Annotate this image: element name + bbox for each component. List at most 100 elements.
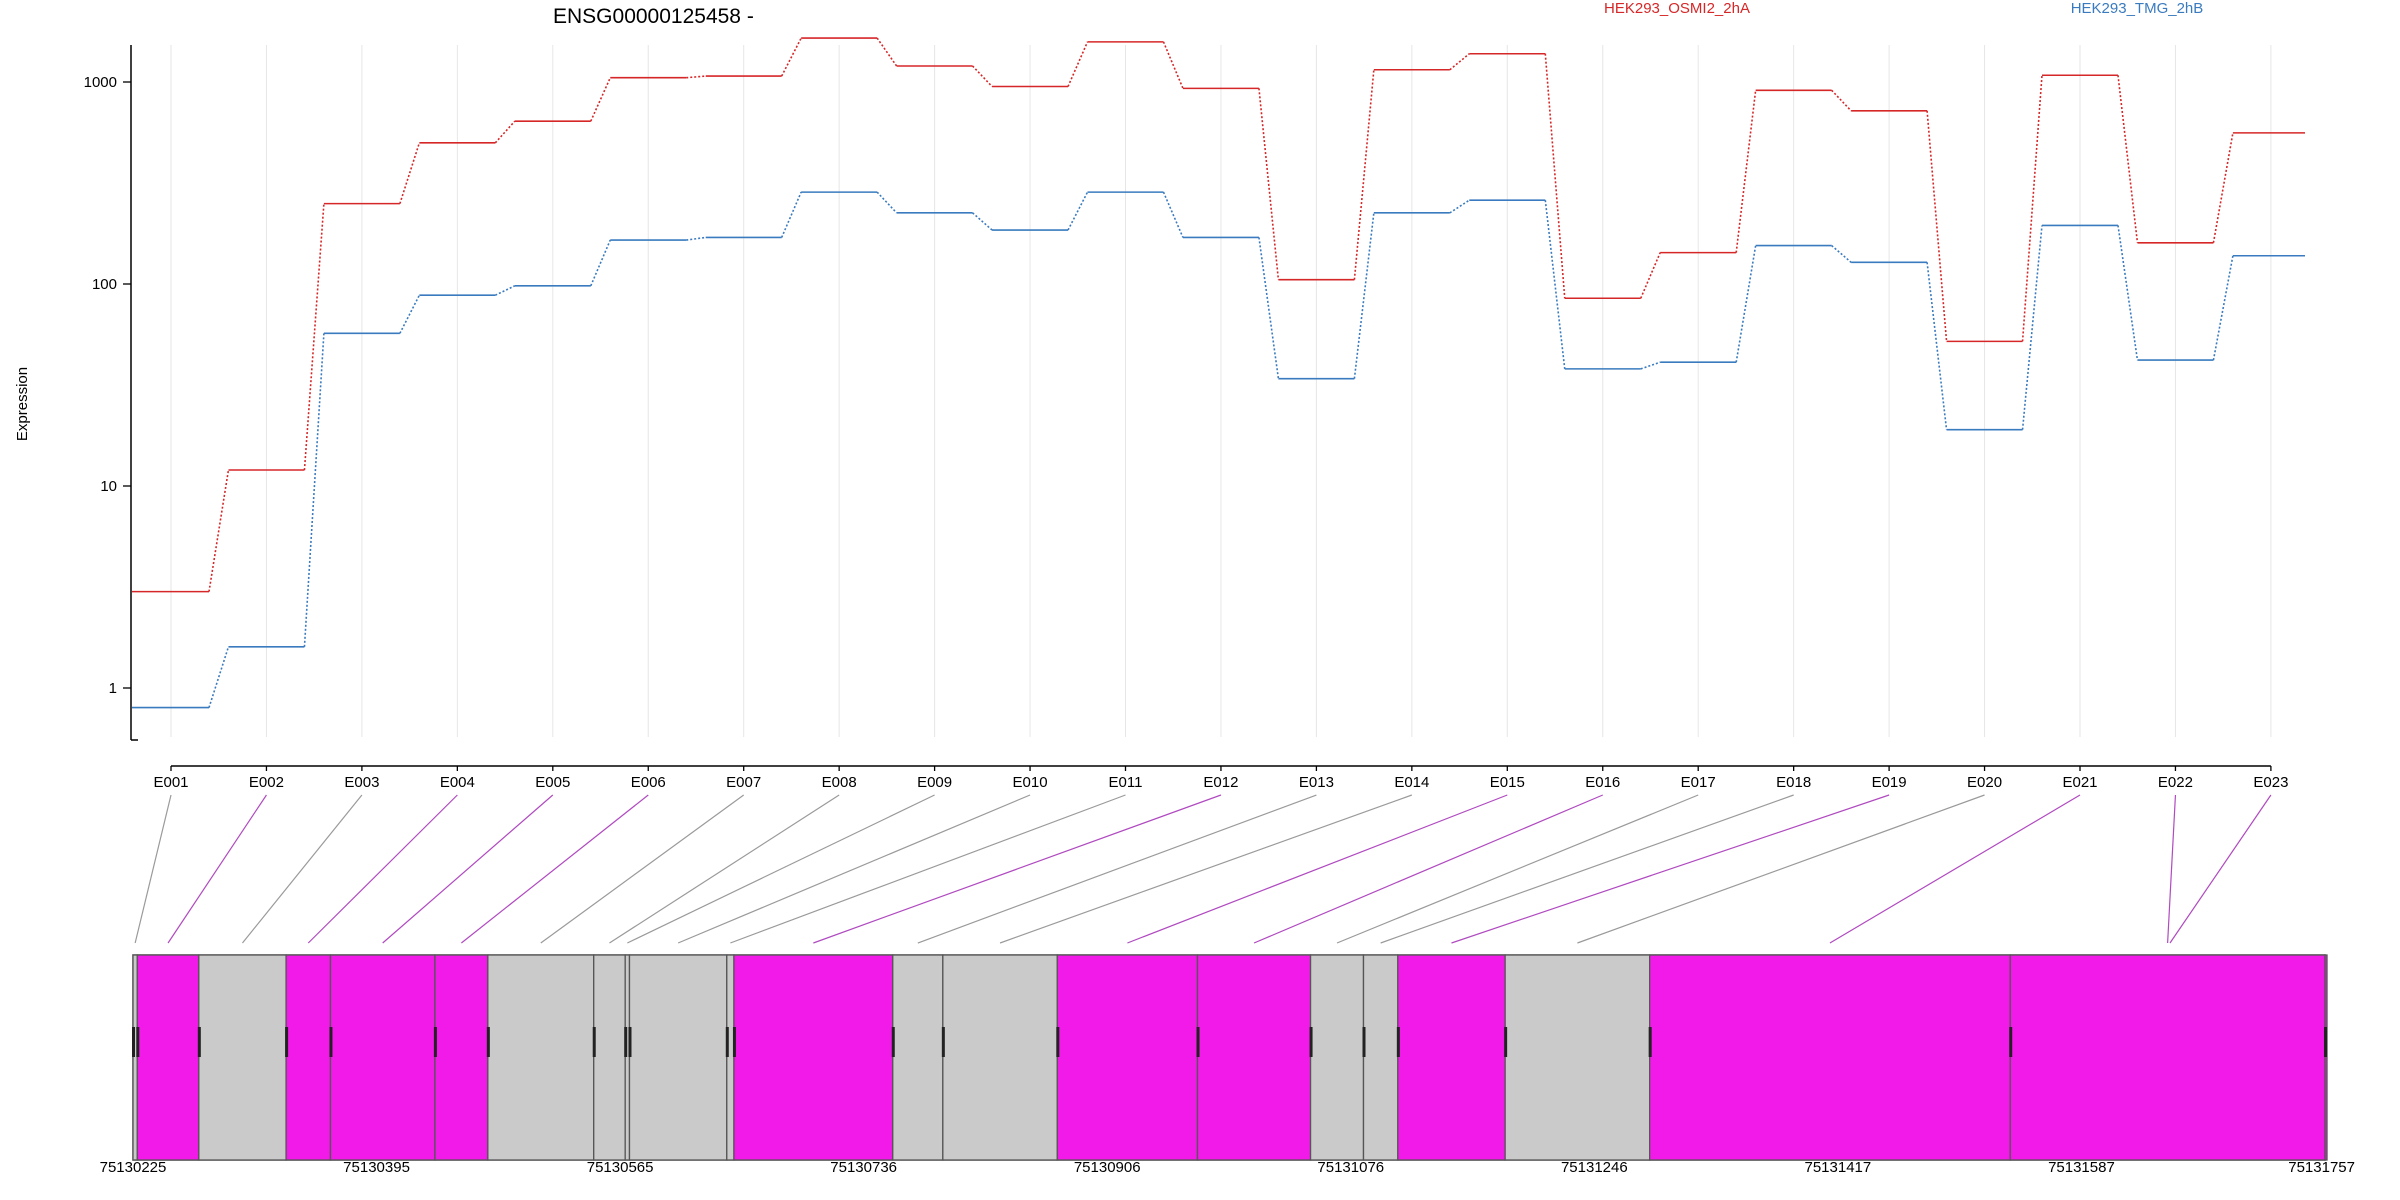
x-axis-ticks: E001 E002 E003 E004 E005 E006 E007 E008 E009 E010… xyxy=(153,766,2288,791)
series-transition xyxy=(876,191,898,214)
exon-connector xyxy=(167,794,267,944)
exon-connector xyxy=(307,794,458,944)
exon-block xyxy=(136,954,200,1161)
coordinate-label: 75131587 xyxy=(2048,1159,2115,1176)
exon-boundary-marker xyxy=(732,1027,736,1057)
exon-boundary-marker xyxy=(1196,1027,1200,1057)
exon-block xyxy=(1504,954,1651,1161)
exon-block xyxy=(1397,954,1506,1161)
series-transition xyxy=(1162,191,1184,238)
exon-boundary-marker xyxy=(197,1027,201,1057)
x-tick-label: E016 xyxy=(1585,774,1620,791)
series-2 xyxy=(132,191,2305,709)
series-1 xyxy=(132,37,2305,593)
exon-block xyxy=(593,954,626,1161)
exon-block xyxy=(726,954,735,1161)
series-transition xyxy=(686,236,706,241)
series-transition xyxy=(1449,199,1470,214)
exon-connector xyxy=(460,794,649,944)
exon-boundary-marker xyxy=(725,1027,729,1057)
series-transition xyxy=(1735,245,1757,363)
exon-block xyxy=(198,954,287,1161)
coordinate-label: 75131757 xyxy=(2288,1159,2355,1176)
y-tick-label: 1000 xyxy=(84,74,117,91)
coordinate-label: 75130736 xyxy=(830,1159,897,1176)
series-transition xyxy=(1831,89,1852,112)
exon-boundary-marker xyxy=(1504,1027,1508,1057)
series-transition xyxy=(2021,75,2043,342)
y-axis-ticks: 1 10 100 1000 xyxy=(84,74,131,697)
x-tick-label: E009 xyxy=(917,774,952,791)
series-transition xyxy=(1353,69,1375,280)
exon-boundary-marker xyxy=(433,1027,437,1057)
series-transition xyxy=(399,294,421,334)
exon-connector xyxy=(2167,794,2177,944)
series-transition xyxy=(2021,225,2043,430)
y-tick-label: 1 xyxy=(109,680,117,697)
y-axis-label: Expression xyxy=(14,367,31,441)
exon-boundary-marker xyxy=(1648,1027,1652,1057)
series-transition xyxy=(399,142,421,204)
series-transition xyxy=(2212,255,2234,361)
series-transition xyxy=(1162,41,1184,89)
series-transition xyxy=(1926,110,1948,342)
exon-connector xyxy=(1380,794,1794,944)
exon-connector xyxy=(382,794,554,944)
exon-boundary-marker xyxy=(132,1027,135,1057)
series-transition xyxy=(1258,88,1280,280)
series-transition xyxy=(686,75,706,79)
x-tick-label: E006 xyxy=(631,774,666,791)
exon-block xyxy=(1056,954,1199,1161)
series-transition xyxy=(1831,244,1852,263)
exon-block xyxy=(733,954,894,1161)
series-transition xyxy=(876,37,898,67)
exon-boundary-marker xyxy=(941,1027,945,1057)
x-tick-label: E022 xyxy=(2158,774,2193,791)
coordinate-label: 75130565 xyxy=(587,1159,654,1176)
series-transition xyxy=(494,120,516,144)
series-transition xyxy=(590,77,611,122)
exon-connector xyxy=(813,794,1222,944)
x-tick-label: E015 xyxy=(1490,774,1525,791)
series-transition xyxy=(2117,75,2139,243)
exon-block xyxy=(628,954,728,1161)
coordinate-label: 75131246 xyxy=(1561,1159,1628,1176)
series-transition xyxy=(208,646,230,708)
exon-block xyxy=(329,954,436,1161)
x-tick-label: E021 xyxy=(2062,774,2097,791)
x-tick-label: E007 xyxy=(726,774,761,791)
exon-connector xyxy=(2169,794,2272,944)
exon-connector xyxy=(627,794,935,944)
x-tick-label: E014 xyxy=(1394,774,1429,791)
axes xyxy=(130,45,2271,767)
series-lines xyxy=(132,37,2305,709)
exon-block xyxy=(892,954,944,1161)
x-tick-label: E004 xyxy=(440,774,475,791)
exon-boundary-marker xyxy=(486,1027,490,1057)
x-tick-label: E008 xyxy=(822,774,857,791)
series-transition xyxy=(1449,53,1470,71)
exon-block xyxy=(1196,954,1312,1161)
series-transition xyxy=(2117,225,2139,361)
x-tick-label: E001 xyxy=(153,774,188,791)
series-transition xyxy=(780,37,802,77)
exon-connector xyxy=(1127,794,1508,944)
exon-boundary-marker xyxy=(1362,1027,1366,1057)
exon-connector xyxy=(730,794,1126,944)
series-transition xyxy=(1640,252,1661,299)
y-tick-label: 10 xyxy=(100,478,117,495)
x-tick-label: E023 xyxy=(2253,774,2288,791)
x-tick-label: E017 xyxy=(1681,774,1716,791)
exon-connector xyxy=(241,794,363,944)
exon-block xyxy=(2324,954,2328,1161)
coordinate-label: 75131076 xyxy=(1317,1159,1384,1176)
coordinate-label: 75130906 xyxy=(1074,1159,1141,1176)
exon-boundary-marker xyxy=(285,1027,289,1057)
x-tick-label: E011 xyxy=(1109,774,1143,791)
series-transition xyxy=(1926,262,1948,430)
exon-block xyxy=(285,954,332,1161)
exon-connector xyxy=(1253,794,1603,944)
series-transition xyxy=(495,285,516,296)
exon-boundary-marker xyxy=(1309,1027,1313,1057)
series-transition xyxy=(590,239,611,287)
